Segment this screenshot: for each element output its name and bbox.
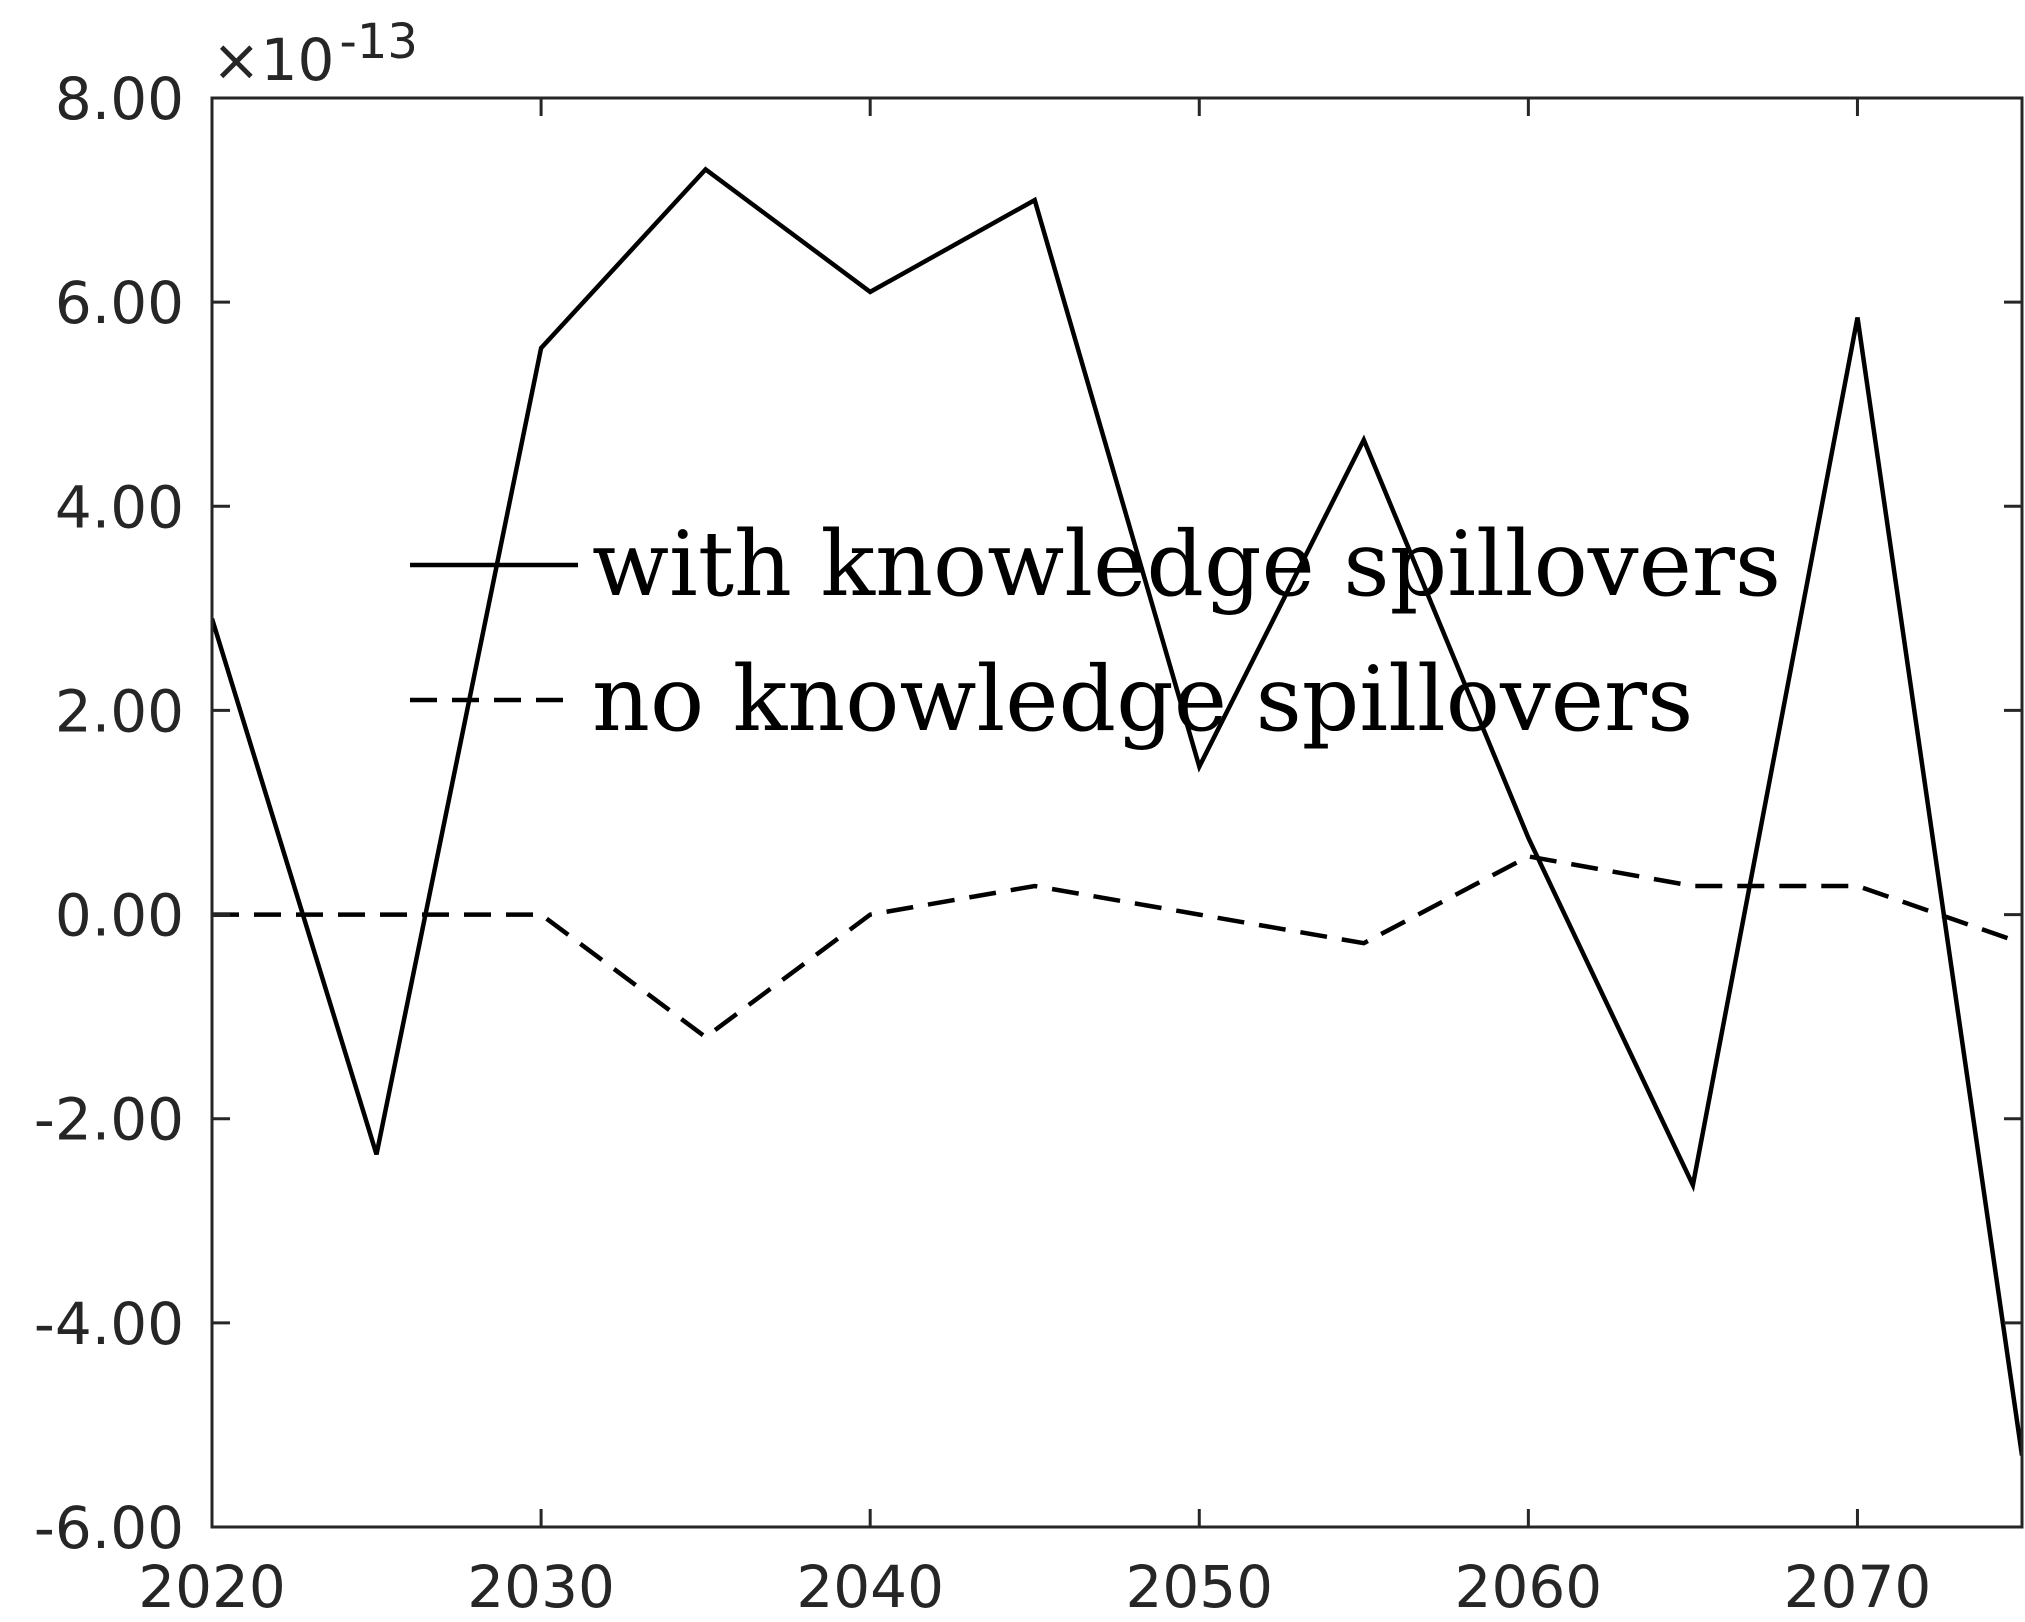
y-tick-label: 4.00 bbox=[55, 473, 184, 541]
y-tick-label: 0.00 bbox=[55, 882, 184, 950]
y-tick-label: 2.00 bbox=[55, 677, 184, 745]
y-tick-label: -2.00 bbox=[34, 1086, 184, 1154]
y-tick-label: -6.00 bbox=[34, 1494, 184, 1562]
x-tick-label: 2040 bbox=[796, 1553, 944, 1621]
x-tick-label: 2060 bbox=[1455, 1553, 1603, 1621]
x-tick-label: 2070 bbox=[1784, 1553, 1932, 1621]
legend-label: with knowledge spillovers bbox=[592, 512, 1781, 617]
y-tick-label: 6.00 bbox=[55, 269, 184, 337]
y-tick-label: -4.00 bbox=[34, 1290, 184, 1358]
x-tick-label: 2020 bbox=[138, 1553, 286, 1621]
y-axis-exponent-power: -13 bbox=[340, 14, 418, 70]
y-tick-label: 8.00 bbox=[55, 65, 184, 133]
x-tick-label: 2050 bbox=[1125, 1553, 1273, 1621]
x-tick-label: 2030 bbox=[467, 1553, 615, 1621]
legend-label: no knowledge spillovers bbox=[592, 647, 1693, 752]
y-axis-exponent-prefix: ×10 bbox=[212, 26, 334, 94]
